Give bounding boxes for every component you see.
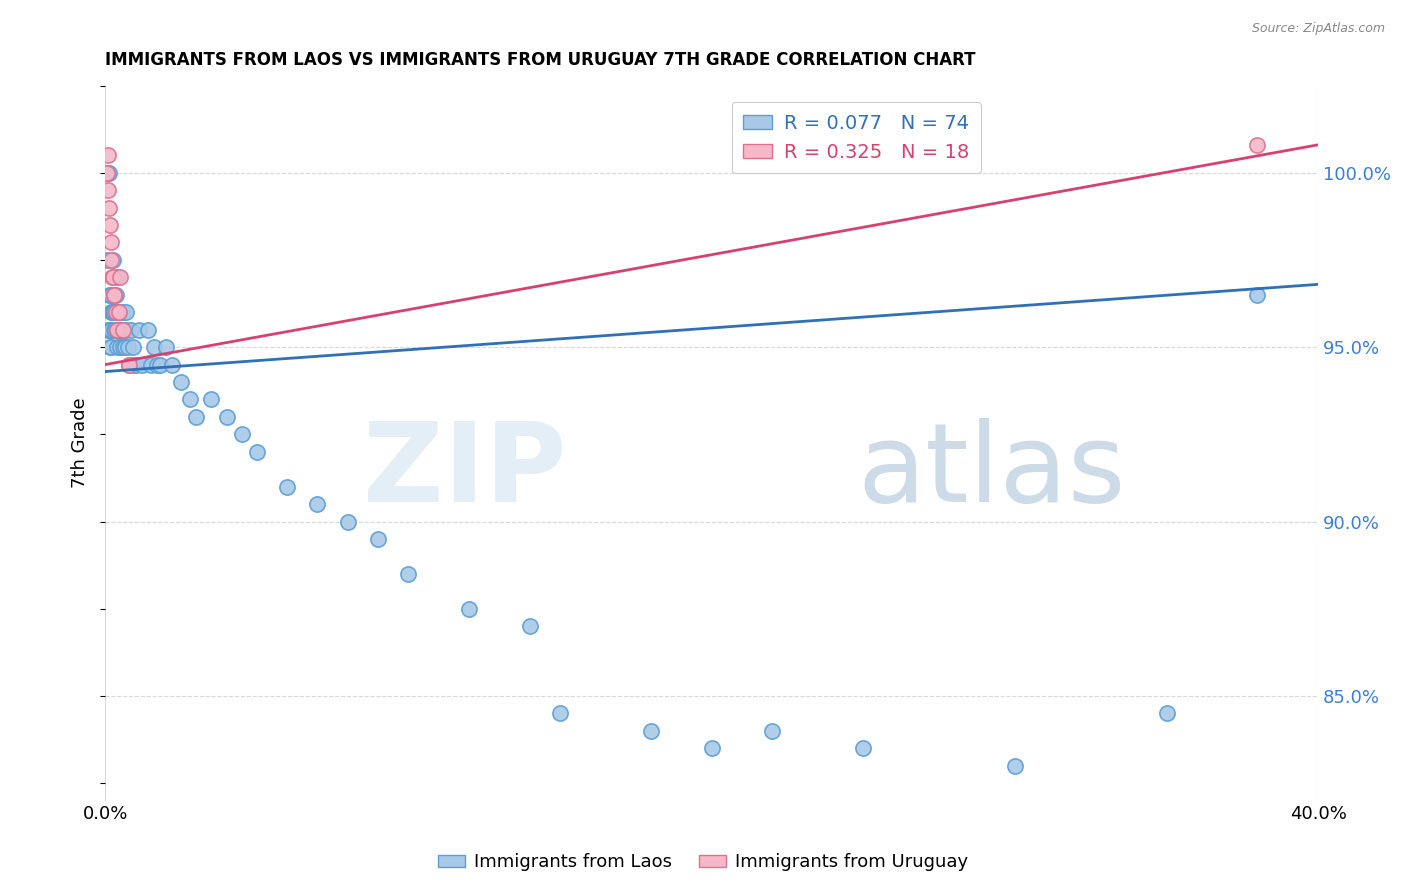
- Point: [100, 323, 122, 337]
- Point: [548, 706, 571, 721]
- Point: [111, 340, 134, 354]
- Point: [124, 358, 146, 372]
- Point: [170, 375, 193, 389]
- Point: [131, 358, 153, 372]
- Point: [103, 288, 125, 302]
- Point: [110, 305, 132, 319]
- Point: [114, 305, 136, 319]
- Point: [519, 619, 541, 633]
- Point: [145, 358, 167, 372]
- Point: [98, 323, 121, 337]
- Point: [105, 323, 128, 337]
- Point: [142, 340, 165, 354]
- Text: IMMIGRANTS FROM LAOS VS IMMIGRANTS FROM URUGUAY 7TH GRADE CORRELATION CHART: IMMIGRANTS FROM LAOS VS IMMIGRANTS FROM …: [105, 51, 976, 69]
- Point: [108, 323, 131, 337]
- Legend: R = 0.077   N = 74, R = 0.325   N = 18: R = 0.077 N = 74, R = 0.325 N = 18: [731, 103, 981, 173]
- Point: [103, 305, 125, 319]
- Point: [149, 358, 172, 372]
- Point: [200, 392, 222, 407]
- Point: [112, 305, 135, 319]
- Text: atlas: atlas: [858, 418, 1126, 525]
- Point: [115, 323, 138, 337]
- Point: [105, 323, 128, 337]
- Point: [246, 444, 269, 458]
- Point: [101, 270, 124, 285]
- Point: [700, 741, 723, 756]
- Point: [101, 305, 124, 319]
- Point: [101, 305, 124, 319]
- Point: [186, 409, 208, 424]
- Point: [114, 340, 136, 354]
- Point: [122, 358, 145, 372]
- Point: [458, 601, 481, 615]
- Point: [118, 358, 141, 372]
- Point: [179, 392, 201, 407]
- Point: [640, 723, 662, 738]
- Point: [101, 270, 124, 285]
- Point: [108, 305, 131, 319]
- Point: [107, 305, 129, 319]
- Point: [160, 358, 183, 372]
- Point: [98, 323, 121, 337]
- Text: ZIP: ZIP: [363, 418, 567, 525]
- Point: [97, 166, 120, 180]
- Point: [367, 532, 389, 546]
- Y-axis label: 7th Grade: 7th Grade: [72, 398, 89, 489]
- Point: [100, 235, 122, 250]
- Legend: Immigrants from Laos, Immigrants from Uruguay: Immigrants from Laos, Immigrants from Ur…: [430, 847, 976, 879]
- Point: [155, 340, 177, 354]
- Point: [96, 252, 118, 267]
- Point: [139, 358, 162, 372]
- Point: [307, 497, 329, 511]
- Point: [276, 480, 298, 494]
- Point: [98, 340, 121, 354]
- Point: [104, 288, 127, 302]
- Point: [1246, 137, 1268, 152]
- Point: [120, 323, 142, 337]
- Point: [103, 323, 125, 337]
- Point: [761, 723, 783, 738]
- Point: [98, 218, 121, 232]
- Point: [136, 323, 159, 337]
- Point: [111, 323, 134, 337]
- Point: [104, 323, 127, 337]
- Point: [104, 305, 127, 319]
- Point: [128, 323, 150, 337]
- Text: Source: ZipAtlas.com: Source: ZipAtlas.com: [1251, 22, 1385, 36]
- Point: [101, 252, 124, 267]
- Point: [215, 409, 238, 424]
- Point: [398, 566, 420, 581]
- Point: [108, 340, 131, 354]
- Point: [100, 305, 122, 319]
- Point: [121, 340, 143, 354]
- Point: [110, 323, 132, 337]
- Point: [97, 201, 120, 215]
- Point: [336, 515, 359, 529]
- Point: [96, 166, 118, 180]
- Point: [97, 166, 120, 180]
- Point: [112, 323, 135, 337]
- Point: [852, 741, 875, 756]
- Point: [118, 358, 141, 372]
- Point: [110, 270, 132, 285]
- Point: [100, 340, 122, 354]
- Point: [97, 323, 120, 337]
- Point: [231, 427, 253, 442]
- Point: [97, 323, 120, 337]
- Point: [117, 340, 139, 354]
- Point: [97, 183, 120, 197]
- Point: [1246, 288, 1268, 302]
- Point: [1004, 758, 1026, 772]
- Point: [97, 148, 120, 162]
- Point: [112, 323, 135, 337]
- Point: [103, 288, 125, 302]
- Point: [98, 288, 121, 302]
- Point: [105, 340, 128, 354]
- Point: [104, 305, 127, 319]
- Point: [105, 270, 128, 285]
- Point: [100, 288, 122, 302]
- Point: [100, 252, 122, 267]
- Point: [1156, 706, 1178, 721]
- Point: [103, 288, 125, 302]
